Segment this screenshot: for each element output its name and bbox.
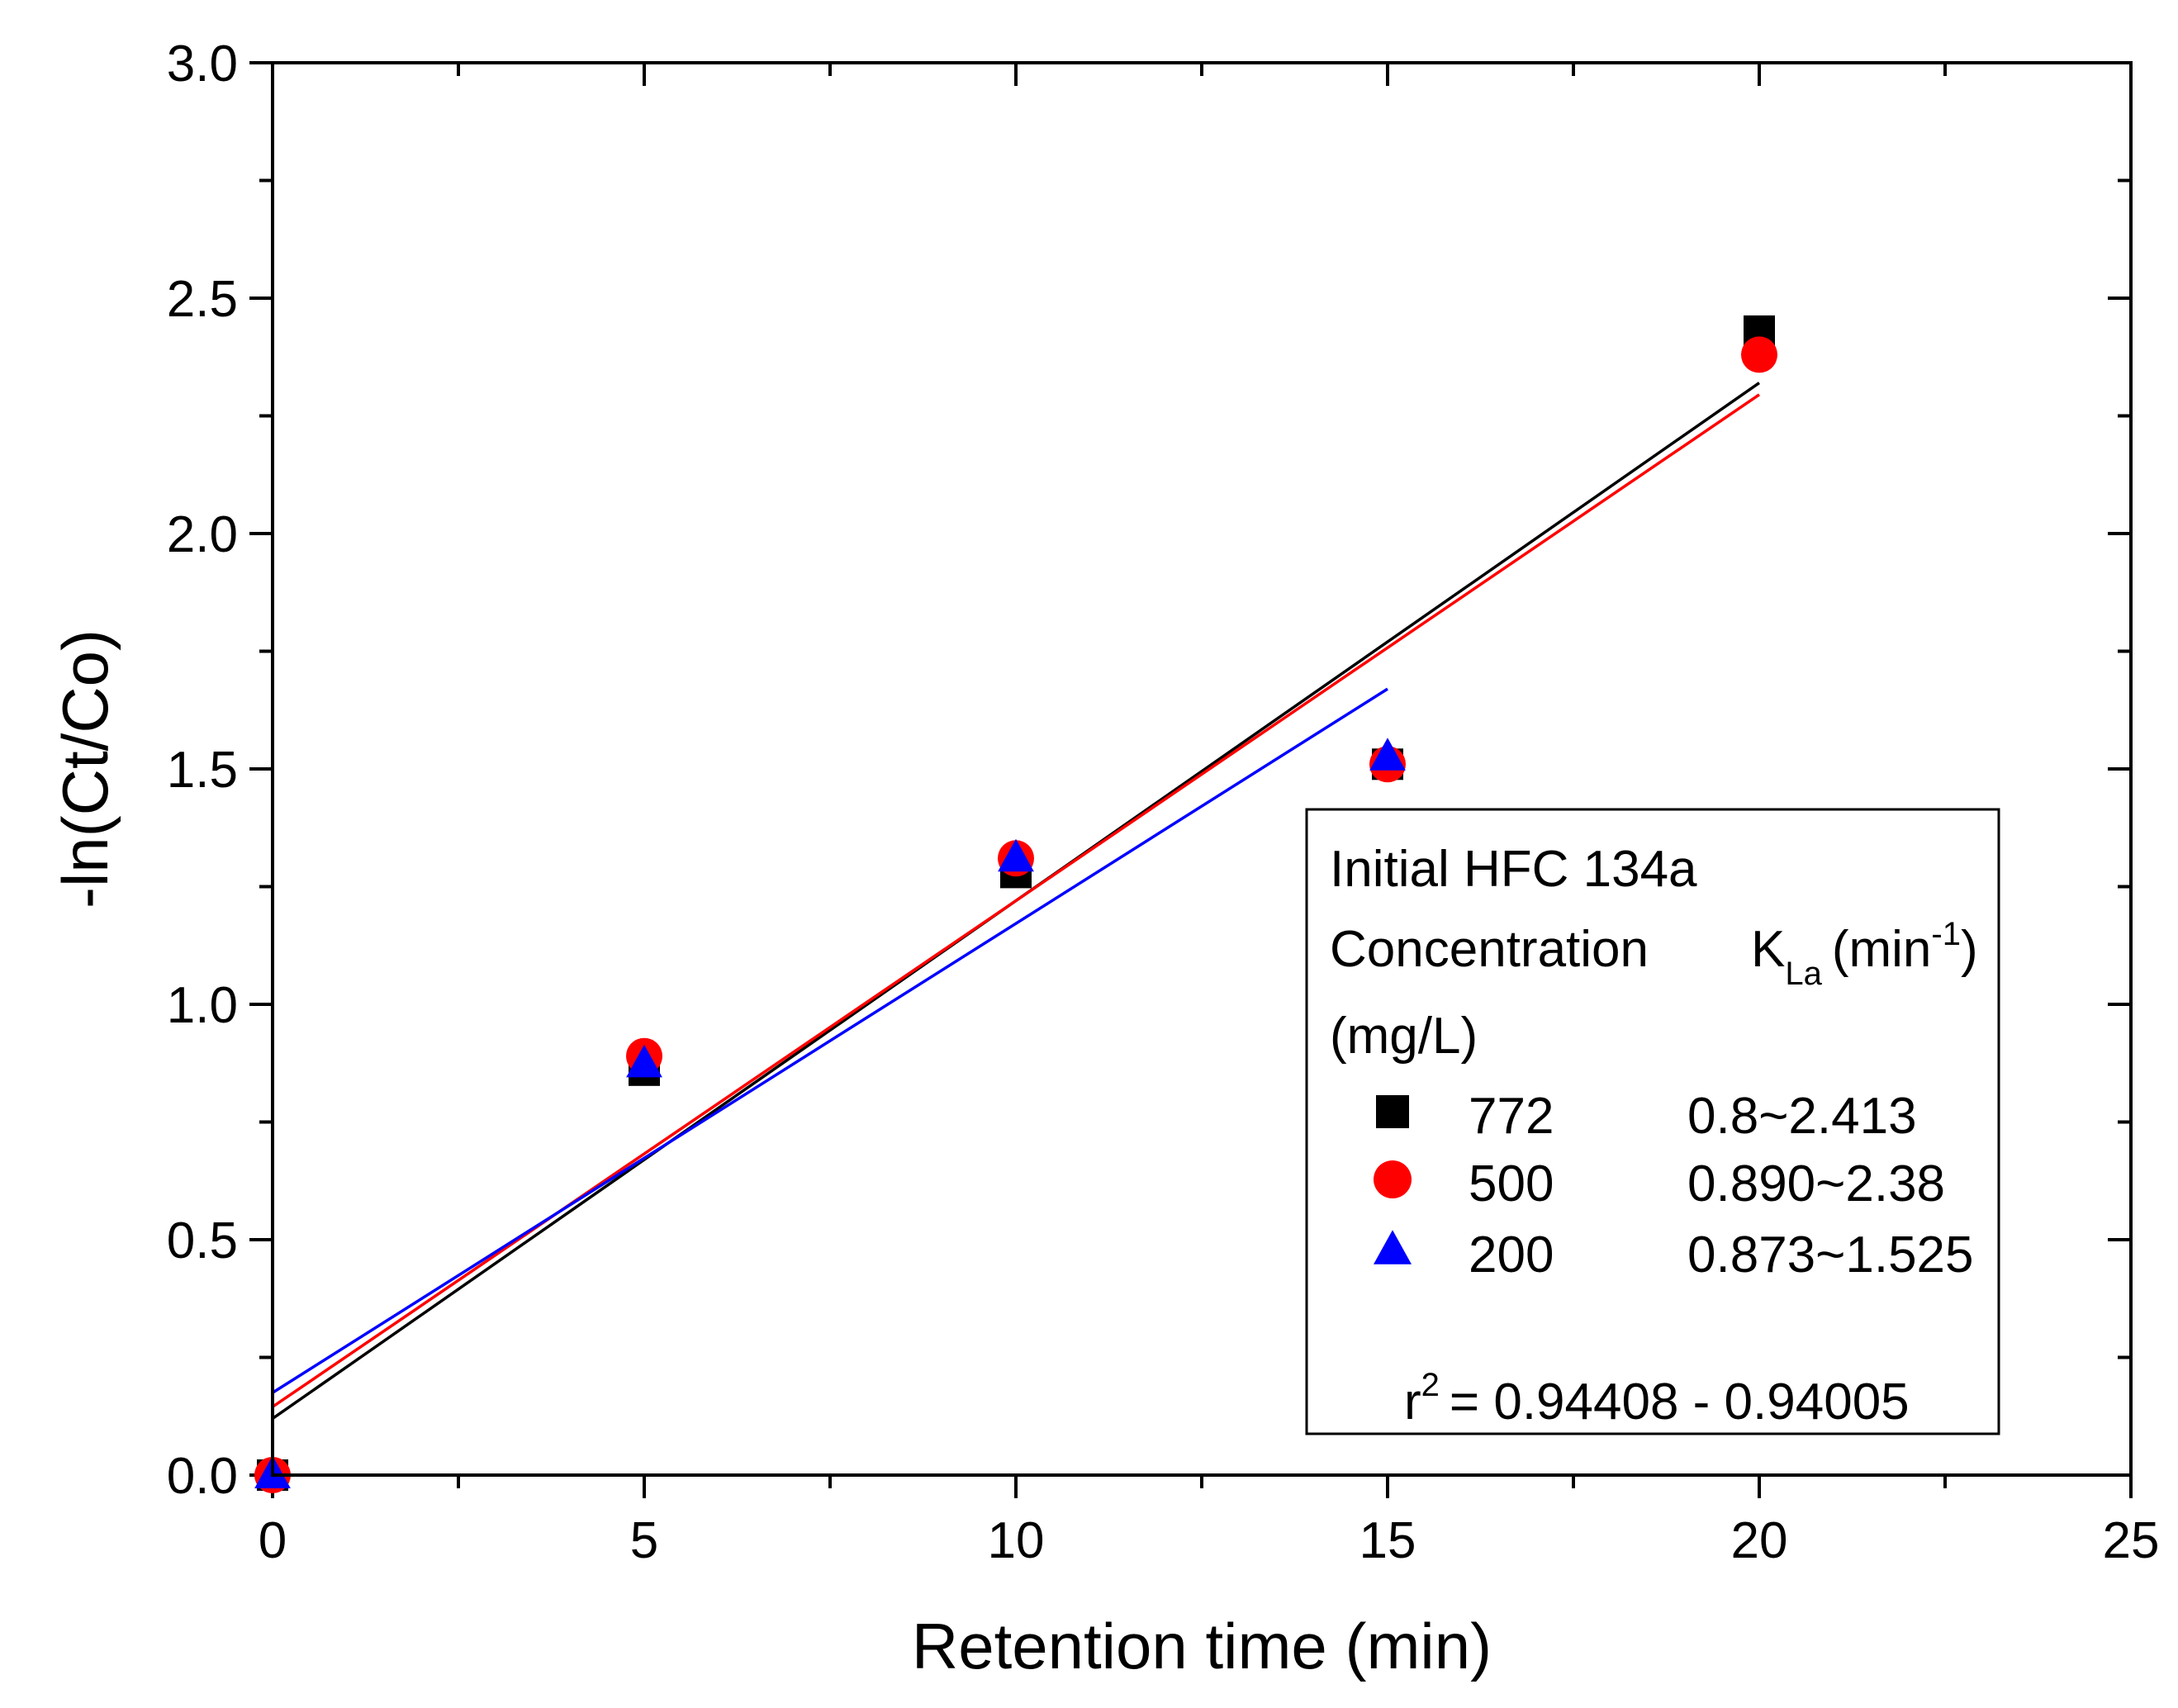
legend-kla-header: KLa (min-1) [1751, 916, 1978, 992]
data-point-200 [1369, 738, 1406, 771]
x-tick-label: 5 [630, 1512, 658, 1569]
r2-superscript: 2 [1421, 1367, 1440, 1403]
legend-kla-772: 0.8~2.413 [1687, 1088, 1917, 1145]
legend-title-line2: Concentration [1330, 921, 1649, 978]
legend-concentration-500: 500 [1469, 1155, 1554, 1212]
x-tick-label: 0 [259, 1512, 287, 1569]
plot-frame [271, 61, 2133, 1477]
legend-entries: 772 0.8~2.413 500 0.890~2.38 200 0.873~1.525 [1374, 1088, 1974, 1283]
x-tick-label: 10 [988, 1512, 1045, 1569]
y-tick-label: 1.5 [167, 742, 238, 799]
legend-kla-500: 0.890~2.38 [1687, 1155, 1945, 1212]
y-axis-title: -ln(Ct/Co) [49, 629, 121, 909]
legend-marker-500 [1374, 1160, 1412, 1198]
legend-kla-200: 0.873~1.525 [1687, 1226, 1974, 1283]
legend-concentration-772: 772 [1469, 1088, 1554, 1145]
data-point-200 [998, 838, 1034, 872]
y-tick-label: 0.5 [167, 1212, 238, 1269]
r2-value: = 0.94408 - 0.94005 [1450, 1374, 1910, 1430]
y-tick-label: 1.0 [167, 977, 238, 1034]
y-tick-label: 2.5 [167, 271, 238, 328]
legend-box [1305, 808, 2000, 1435]
fit-line-200 [272, 687, 1388, 1394]
x-axis-title: Retention time (min) [912, 1610, 1492, 1682]
kla-superscript: -1 [1931, 916, 1961, 952]
legend-r-squared: r2 = 0.94408 - 0.94005 [1404, 1367, 1910, 1430]
x-tick-label: 25 [2103, 1512, 2160, 1569]
legend-title-line3: (mg/L) [1330, 1008, 1478, 1065]
y-tick-label: 0.0 [167, 1448, 238, 1505]
legend-marker-772 [1376, 1095, 1409, 1128]
legend: Initial HFC 134a Concentration (mg/L) KL… [1305, 808, 2000, 1435]
kla-subscript: La [1785, 956, 1822, 992]
y-tick-label: 2.0 [167, 506, 238, 563]
r2-symbol: r [1404, 1374, 1421, 1430]
data-point-500 [1741, 336, 1777, 373]
kla-unit-close: ) [1961, 921, 1978, 978]
fit-lines [271, 382, 1761, 1421]
legend-concentration-200: 200 [1469, 1226, 1554, 1283]
kla-unit: (min [1832, 921, 1932, 978]
legend-title-line1: Initial HFC 134a [1330, 841, 1697, 898]
tick-labels: 0 5 10 15 20 25 0.0 0.5 1.0 1.5 2.0 2.5 3.0 [167, 36, 2160, 1569]
legend-marker-200 [1374, 1230, 1412, 1264]
fit-line-500 [272, 393, 1760, 1408]
y-tick-label: 3.0 [167, 36, 238, 93]
data-point-200 [626, 1044, 662, 1078]
kla-symbol: K [1751, 921, 1785, 978]
x-tick-label: 20 [1731, 1512, 1788, 1569]
x-tick-label: 15 [1359, 1512, 1416, 1569]
